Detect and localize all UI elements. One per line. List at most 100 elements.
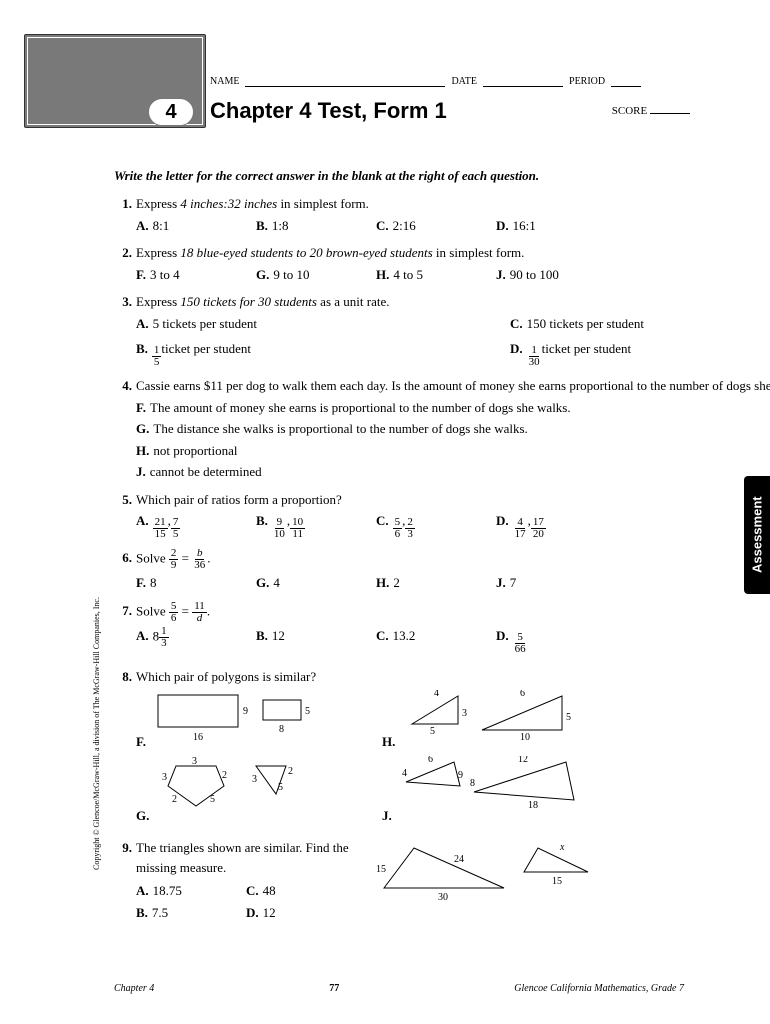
- svg-text:2: 2: [222, 770, 227, 781]
- name-label: NAME: [210, 76, 239, 87]
- title-row: Chapter 4 Test, Form 1 SCORE: [210, 98, 690, 124]
- svg-text:8: 8: [470, 778, 475, 789]
- q1-choice-c: 2:16: [393, 216, 416, 236]
- q5-choice-d: 417: [513, 517, 528, 540]
- q3-choice-d: ticket per student: [542, 339, 632, 359]
- question-9: 9. The triangles shown are similar. Find…: [114, 838, 770, 922]
- svg-text:2: 2: [288, 766, 293, 777]
- question-8: 8. Which pair of polygons is similar? F.…: [114, 667, 770, 831]
- q1-text: Express 4 inches:32 inches in simplest f…: [136, 194, 770, 214]
- q7-choice-a: 813: [153, 626, 169, 649]
- q8-num: 8.: [114, 667, 132, 687]
- q2-choice-g: 9 to 10: [273, 265, 309, 285]
- svg-text:16: 16: [193, 732, 203, 743]
- q4-choice-g: The distance she walks is proportional t…: [153, 419, 527, 439]
- svg-text:5: 5: [210, 794, 215, 805]
- chapter-number-badge: 4: [148, 98, 194, 126]
- svg-text:5: 5: [566, 712, 571, 723]
- footer-right: Glencoe California Mathematics, Grade 7: [514, 983, 684, 994]
- q5-num: 5.: [114, 490, 132, 510]
- question-5: 5. Which pair of ratios form a proportio…: [114, 490, 770, 541]
- q7-text: Solve 56 = 11d.: [136, 601, 770, 624]
- q2-choice-f: 3 to 4: [150, 265, 180, 285]
- instructions: Write the letter for the correct answer …: [114, 168, 770, 184]
- svg-text:2: 2: [172, 794, 177, 805]
- score-blank[interactable]: [650, 113, 690, 114]
- question-7: 7. Solve 56 = 11d. A.813 B.12 C.13.2 D.5…: [114, 601, 770, 655]
- period-blank[interactable]: [611, 76, 641, 87]
- q3-num: 3.: [114, 292, 132, 312]
- date-blank[interactable]: [483, 76, 563, 87]
- svg-text:4: 4: [402, 768, 407, 779]
- svg-text:10: 10: [520, 732, 530, 743]
- period-label: PERIOD: [569, 76, 605, 87]
- q1-num: 1.: [114, 194, 132, 214]
- question-6: 6. Solve 29 = b36. F.8 G.4 H.2 J.7 6.: [114, 548, 770, 593]
- svg-text:15: 15: [552, 876, 562, 887]
- page-title: Chapter 4 Test, Form 1: [210, 98, 447, 124]
- svg-text:12: 12: [518, 756, 528, 765]
- q8-choice-j: J. 6 4 9 12 8 18: [382, 756, 618, 826]
- q9-num: 9.: [114, 838, 132, 858]
- q9-text: The triangles shown are similar. Find th…: [136, 838, 374, 877]
- q3-choice-a: 5 tickets per student: [153, 314, 257, 334]
- page-number: 77: [329, 983, 339, 994]
- q4-choice-j: cannot be determined: [150, 462, 262, 482]
- svg-text:9: 9: [458, 770, 463, 781]
- svg-text:8: 8: [279, 724, 284, 735]
- svg-text:6: 6: [520, 690, 525, 699]
- q2-text: Express 18 blue-eyed students to 20 brow…: [136, 243, 770, 263]
- q5-text: Which pair of ratios form a proportion?: [136, 490, 770, 510]
- q8-choice-g: G. 3 3 2 2 5 2 3 5: [136, 756, 336, 826]
- q1-choice-d: 16:1: [513, 216, 536, 236]
- q1-choice-b: 1:8: [272, 216, 289, 236]
- fraction-icon: 130: [527, 345, 542, 368]
- q8-text: Which pair of polygons is similar?: [136, 667, 770, 687]
- svg-text:18: 18: [528, 800, 538, 811]
- q2-choice-h: 4 to 5: [393, 265, 423, 285]
- svg-text:30: 30: [438, 892, 448, 903]
- triangle-icon: 4 5 3 6 10 5: [402, 690, 622, 746]
- triangle-icon: 6 4 9 12 8 18: [398, 756, 618, 820]
- q6-text: Solve 29 = b36.: [136, 548, 770, 571]
- polygon-icon: 3 3 2 2 5 2 3 5: [156, 756, 336, 820]
- q2-choice-j: 90 to 100: [510, 265, 559, 285]
- q3-text: Express 150 tickets for 30 students as a…: [136, 292, 770, 312]
- svg-text:4: 4: [434, 690, 439, 699]
- question-2: 2. Express 18 blue-eyed students to 20 b…: [114, 243, 770, 284]
- similar-triangles-icon: 15 24 30 x 15: [374, 838, 614, 910]
- q7-choice-c: 13.2: [393, 626, 416, 646]
- q5-choice-a: 2115: [153, 517, 168, 540]
- question-1: 1. Express 4 inches:32 inches in simples…: [114, 194, 770, 235]
- fraction-icon: 15: [152, 345, 162, 368]
- q4-choice-f: The amount of money she earns is proport…: [150, 398, 571, 418]
- q5-choice-c: 56: [393, 517, 403, 540]
- q6-num: 6.: [114, 548, 132, 568]
- question-3: 3. Express 150 tickets for 30 students a…: [114, 292, 770, 368]
- q8-choice-f: F. 9 16 5 8: [136, 690, 333, 752]
- svg-text:5: 5: [278, 782, 283, 793]
- svg-text:24: 24: [454, 854, 464, 865]
- q6-choice-g: 4: [273, 573, 280, 593]
- q6-choice-h: 2: [393, 573, 400, 593]
- date-label: DATE: [451, 76, 477, 87]
- name-blank[interactable]: [245, 76, 445, 87]
- content-area: Write the letter for the correct answer …: [114, 168, 770, 922]
- q4-choice-h: not proportional: [153, 441, 237, 461]
- score-label: SCORE: [612, 105, 647, 117]
- svg-text:3: 3: [462, 708, 467, 719]
- q6-choice-f: 8: [150, 573, 157, 593]
- svg-text:5: 5: [305, 706, 310, 717]
- q5-choice-b: 910: [272, 517, 287, 540]
- q3-choice-b: ticket per student: [161, 339, 251, 359]
- q1-choice-a: 8:1: [153, 216, 170, 236]
- q7-num: 7.: [114, 601, 132, 621]
- svg-text:3: 3: [252, 774, 257, 785]
- q2-num: 2.: [114, 243, 132, 263]
- score-area: SCORE: [612, 105, 690, 117]
- svg-text:5: 5: [430, 726, 435, 737]
- svg-text:9: 9: [243, 706, 248, 717]
- q9-choice-d: 12: [263, 903, 276, 923]
- q4-num: 4.: [114, 376, 132, 396]
- q8-choice-h: H. 4 5 3 6 10 5: [382, 690, 622, 752]
